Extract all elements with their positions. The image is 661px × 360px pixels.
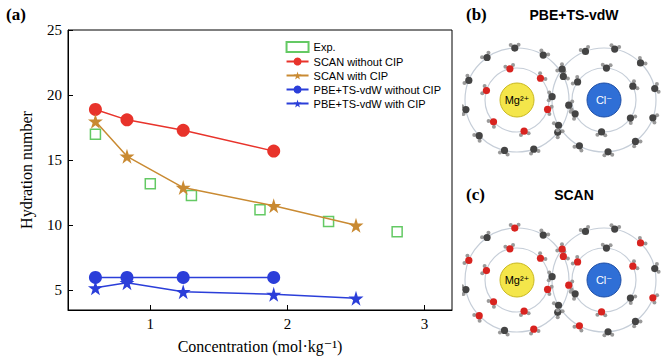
svg-text:10: 10 [47, 217, 62, 233]
svg-text:(b): (b) [466, 5, 487, 24]
svg-text:Cl⁻: Cl⁻ [596, 274, 612, 286]
svg-text:SCAN without CIP: SCAN without CIP [314, 56, 404, 68]
svg-text:Mg²⁺: Mg²⁺ [505, 94, 530, 106]
svg-text:15: 15 [47, 152, 62, 168]
svg-text:3: 3 [421, 316, 429, 332]
svg-text:Exp.: Exp. [314, 41, 336, 53]
svg-text:PBE+TS-vdW without CIP: PBE+TS-vdW without CIP [314, 84, 441, 96]
svg-text:Mg²⁺: Mg²⁺ [505, 274, 530, 286]
svg-text:Cl⁻: Cl⁻ [596, 94, 612, 106]
svg-text:PBE+TS-vdW: PBE+TS-vdW [529, 7, 619, 23]
svg-text:25: 25 [47, 22, 62, 38]
svg-text:SCAN: SCAN [554, 187, 594, 203]
svg-text:PBE+TS-vdW with CIP: PBE+TS-vdW with CIP [314, 98, 426, 110]
svg-text:20: 20 [47, 87, 62, 103]
svg-text:1: 1 [147, 316, 155, 332]
svg-text:5: 5 [55, 282, 63, 298]
svg-text:Hydration number: Hydration number [18, 110, 36, 228]
svg-text:Concentration (mol·kg⁻¹): Concentration (mol·kg⁻¹) [178, 338, 343, 356]
svg-text:2: 2 [284, 316, 292, 332]
svg-text:(a): (a) [6, 5, 26, 24]
svg-text:(c): (c) [466, 185, 485, 204]
svg-text:SCAN with CIP: SCAN with CIP [314, 70, 389, 82]
